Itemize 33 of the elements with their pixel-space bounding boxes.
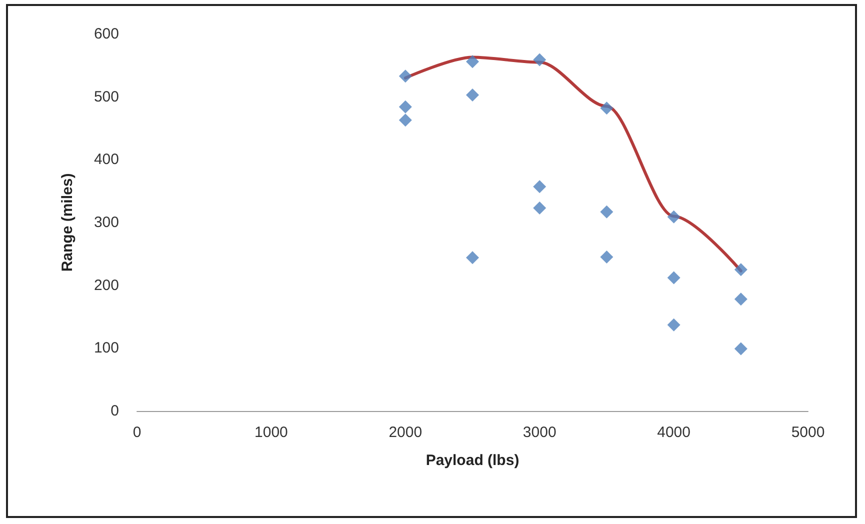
point xyxy=(734,263,748,276)
y-tick-label: 400 xyxy=(94,151,119,168)
point xyxy=(398,70,412,83)
x-tick-label: 3000 xyxy=(522,424,556,441)
y-tick-label: 600 xyxy=(94,26,119,42)
point xyxy=(398,114,412,127)
point xyxy=(533,53,546,66)
x-axis-title: Payload (lbs) xyxy=(426,452,520,469)
point xyxy=(466,251,479,264)
point xyxy=(734,342,748,356)
y-axis-title: Range (miles) xyxy=(59,173,76,272)
point xyxy=(466,55,479,68)
point xyxy=(533,180,546,194)
x-tick-label: 4000 xyxy=(657,424,690,441)
point xyxy=(667,271,680,284)
point xyxy=(600,102,614,115)
x-tick-label: 2000 xyxy=(388,424,422,441)
y-tick-label: 0 xyxy=(110,402,119,420)
x-tick-label: 5000 xyxy=(791,424,825,441)
point xyxy=(667,318,680,332)
point xyxy=(600,205,614,218)
point xyxy=(398,100,412,114)
point xyxy=(600,250,614,264)
point xyxy=(667,210,680,224)
x-tick-label: 1000 xyxy=(254,424,288,441)
point xyxy=(466,88,479,102)
y-tick-label: 500 xyxy=(94,88,119,106)
y-tick-label: 200 xyxy=(94,276,119,294)
y-tick-label: 300 xyxy=(94,214,119,231)
x-tick-label: 0 xyxy=(132,424,142,441)
y-tick-label: 100 xyxy=(94,340,119,357)
point xyxy=(533,202,546,215)
point xyxy=(734,292,748,306)
